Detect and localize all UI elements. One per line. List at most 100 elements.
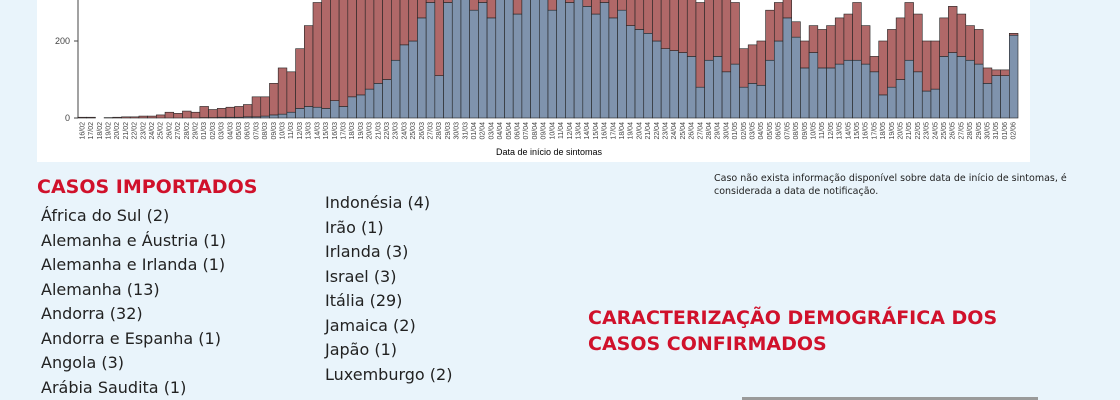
bar-segment [704,0,714,61]
bar-segment [129,116,140,119]
bar-segment [234,106,244,118]
bar-segment [443,2,453,119]
country-item: Luxemburgo (2) [325,364,453,384]
bar-segment [330,100,340,119]
bar-segment [808,25,819,53]
x-tick-label: 26/05 [950,122,957,140]
bar-segment [965,59,975,119]
x-tick-label: 19/04 [628,122,635,140]
bar-segment [948,52,958,119]
bar-segment [617,9,627,119]
y-tick-label: 200 [55,36,70,46]
x-tick-label: 04/05 [758,122,765,140]
y-tick-label: 0 [65,113,70,123]
bar-segment [495,0,505,119]
x-tick-label: 22/04 [654,122,661,140]
bar-segment [565,0,575,3]
x-tick-label: 02/06 [1011,122,1018,140]
x-tick-label: 26/02 [166,122,173,140]
bar-segment [730,63,740,119]
x-tick-label: 12/04 [567,122,574,140]
x-tick-label: 17/04 [610,122,617,140]
bar-segment [338,0,349,107]
bar-segment [295,48,305,109]
x-tick-label: 14/03 [314,122,321,140]
bar-segment [834,17,845,65]
note: Caso não exista informação disponível so… [714,173,1067,197]
country-item: Jamaica (2) [325,315,416,335]
x-tick-label: 04/04 [497,122,504,140]
bar-segment [321,108,331,119]
table-edge [742,397,1038,400]
country-item: Japão (1) [325,340,398,359]
x-tick-label: 28/02 [184,122,191,140]
x-tick-label: 07/04 [523,122,530,140]
bar-segment [399,0,410,46]
chart-panel: Data de início de sintomas 0 200 16/02 17/0… [37,0,1030,162]
bar-segment [156,114,166,119]
bar-segment [138,115,148,119]
bar-segment [939,56,949,119]
bar-segment [565,2,575,119]
x-tick-label: 29/02 [193,122,200,140]
bar-segment [364,88,375,119]
bar-segment [469,9,479,119]
bar-segment [417,0,427,19]
x-tick-label: 03/03 [219,122,226,140]
x-tick-label: 11/05 [819,122,826,139]
x-tick-label: 18/03 [349,122,356,140]
bar-segment [956,56,967,119]
bar-segment [556,0,566,119]
x-tick-label: 30/04 [723,122,730,140]
bar-segment [582,0,592,7]
bar-segment [713,0,723,57]
x-tick-label: 24/05 [932,122,939,140]
bar-segment [939,17,949,57]
bar-segment [260,96,270,117]
bar-segment [739,86,749,119]
x-tick-label: 02/04 [480,122,487,140]
x-tick-label: 17/03 [340,122,347,140]
x-tick-label: 25/03 [410,122,417,140]
bar-segment [321,0,331,109]
bar-segment [373,83,383,119]
bar-segment [312,2,323,108]
country-item: Andorra (32) [41,304,143,323]
x-tick-label: 28/03 [436,122,443,140]
x-tick-label: 06/05 [776,122,783,140]
x-tick-label: 19/05 [889,122,896,140]
bar-segment [425,2,436,119]
x-tick-label: 07/03 [253,122,260,140]
bar-segment [826,25,836,69]
bar-segment [277,113,288,119]
bar-segment [269,114,279,119]
x-tick-label: 18/05 [880,122,887,140]
x-tick-label: 29/04 [715,122,722,140]
bar-segment [652,0,662,42]
bar-segment [373,0,383,84]
bar-segment [599,2,610,119]
bar-segment [512,0,523,15]
bar-segment [895,17,906,80]
x-tick-label: 28/04 [706,122,713,140]
bar-segment [303,106,314,119]
bar-segment [338,106,349,119]
bar-segment [391,59,401,119]
x-tick-label: 29/03 [445,122,452,140]
bar-segment [1008,32,1019,36]
bar-segment [713,56,723,119]
x-tick-label: 03/05 [750,122,757,140]
bar-segment [112,116,122,119]
bar-segment [669,0,679,51]
bar-segment [1008,34,1019,119]
x-tick-label: 14/05 [845,122,852,140]
bar-segment [843,59,853,119]
bar-segment [599,0,610,3]
x-tick-label: 09/03 [271,122,278,140]
bar-segment [382,0,392,80]
x-tick-label: 22/03 [384,122,391,140]
bar-segment [887,29,897,88]
bar-segment [852,2,862,61]
bar-segment [164,111,175,119]
